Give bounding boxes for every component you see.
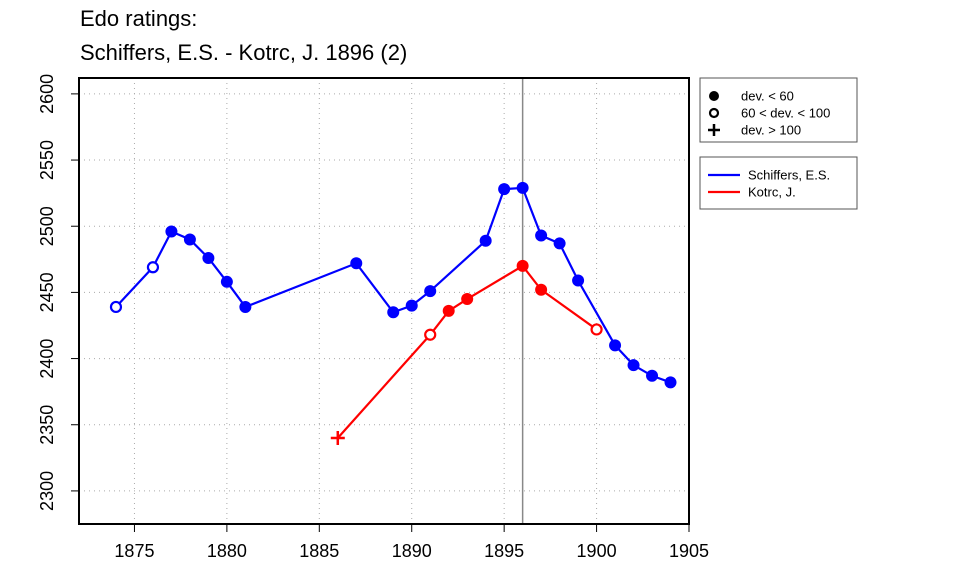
y-tick-label: 2400 bbox=[37, 339, 57, 379]
data-point bbox=[627, 359, 640, 372]
data-point bbox=[609, 339, 622, 352]
data-point bbox=[535, 229, 548, 242]
data-point bbox=[479, 234, 492, 247]
series-1 bbox=[330, 259, 603, 445]
x-tick-label: 1875 bbox=[114, 541, 154, 561]
series-legend-box bbox=[699, 156, 858, 210]
data-point bbox=[498, 183, 511, 196]
data-point bbox=[109, 300, 123, 314]
plot-frame bbox=[78, 77, 690, 525]
data-point bbox=[646, 369, 659, 382]
y-tick-label: 2450 bbox=[37, 272, 57, 312]
data-point bbox=[590, 323, 603, 336]
y-tick-label: 2550 bbox=[37, 140, 57, 180]
y-axis: 2300 2350 2400 2450 2500 2550 2600 bbox=[37, 74, 79, 511]
data-point bbox=[424, 328, 437, 341]
data-point bbox=[442, 304, 455, 317]
y-tick-label: 2600 bbox=[37, 74, 57, 114]
y-tick-label: 2500 bbox=[37, 206, 57, 246]
y-tick-label: 2350 bbox=[37, 405, 57, 445]
data-point bbox=[424, 285, 437, 298]
legend-marker-filled bbox=[709, 91, 719, 101]
legend-marker-plus bbox=[708, 124, 720, 136]
marker-legend: dev. < 60 60 < dev. < 100 dev. > 100 bbox=[699, 77, 858, 143]
legend-series-label: Kotrc, J. bbox=[748, 185, 796, 200]
data-point bbox=[535, 283, 548, 296]
data-point bbox=[553, 237, 566, 250]
x-tick-label: 1885 bbox=[299, 541, 339, 561]
grid bbox=[79, 78, 690, 524]
x-tick-label: 1880 bbox=[207, 541, 247, 561]
series-legend: Schiffers, E.S. Kotrc, J. bbox=[699, 156, 858, 210]
x-axis: 1875 1880 1885 1890 1895 1900 1905 bbox=[114, 524, 709, 561]
legend-label: 60 < dev. < 100 bbox=[741, 106, 830, 121]
data-point bbox=[405, 299, 418, 312]
series-0 bbox=[109, 181, 677, 389]
legend-label: dev. > 100 bbox=[741, 123, 801, 138]
legend-series-label: Schiffers, E.S. bbox=[748, 168, 830, 183]
x-tick-label: 1905 bbox=[669, 541, 709, 561]
data-point bbox=[183, 233, 196, 246]
data-point bbox=[461, 293, 474, 306]
legend-marker-open bbox=[708, 107, 720, 119]
x-tick-label: 1895 bbox=[484, 541, 524, 561]
data-point bbox=[516, 181, 529, 194]
data-point bbox=[330, 430, 345, 445]
x-tick-label: 1900 bbox=[577, 541, 617, 561]
data-point bbox=[350, 257, 363, 270]
data-point bbox=[239, 300, 252, 313]
chart-title-line-2: Schiffers, E.S. - Kotrc, J. 1896 (2) bbox=[80, 40, 408, 65]
data-point bbox=[146, 261, 160, 274]
legend-label: dev. < 60 bbox=[741, 89, 794, 104]
chart-title-line-1: Edo ratings: bbox=[80, 6, 198, 31]
x-tick-label: 1890 bbox=[392, 541, 432, 561]
data-point bbox=[572, 274, 585, 287]
data-point bbox=[202, 251, 215, 264]
data-point bbox=[387, 306, 400, 319]
data-point bbox=[165, 225, 178, 238]
series-line bbox=[115, 186, 671, 384]
data-point bbox=[516, 259, 529, 272]
series-group bbox=[109, 181, 677, 445]
marker-legend-box bbox=[699, 77, 858, 143]
data-point bbox=[664, 376, 677, 389]
data-point bbox=[220, 275, 233, 288]
y-tick-label: 2300 bbox=[37, 471, 57, 511]
